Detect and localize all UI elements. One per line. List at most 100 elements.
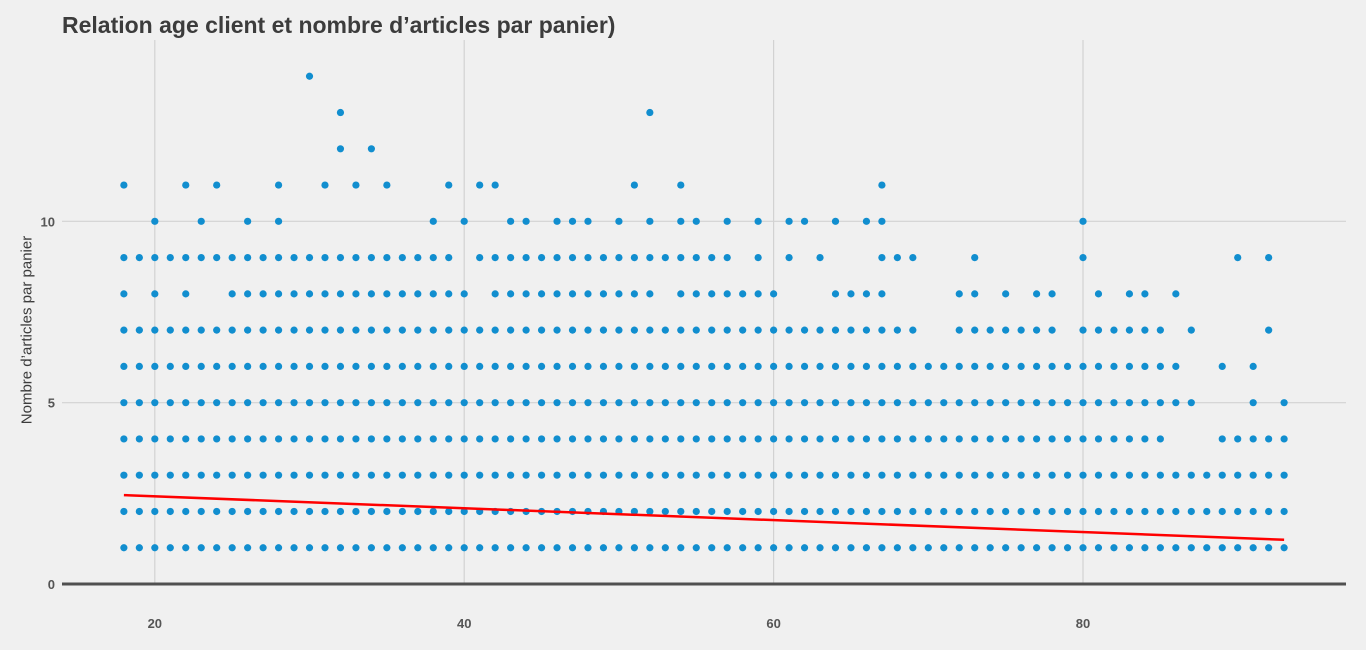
data-point xyxy=(321,507,329,516)
data-point xyxy=(800,544,809,552)
data-point xyxy=(893,435,901,443)
data-point xyxy=(723,362,731,370)
data-point xyxy=(785,362,793,370)
data-point xyxy=(259,507,267,516)
data-point xyxy=(429,471,437,479)
data-point xyxy=(971,471,979,479)
grid-lines xyxy=(62,40,1346,584)
data-point xyxy=(414,435,422,443)
data-point xyxy=(1002,507,1010,516)
data-point xyxy=(1265,507,1273,516)
data-point xyxy=(213,326,221,334)
data-point xyxy=(274,326,283,334)
data-point xyxy=(615,435,623,443)
data-point xyxy=(568,254,577,262)
data-point xyxy=(893,544,901,552)
data-point xyxy=(244,544,252,552)
data-point xyxy=(568,435,577,443)
data-point xyxy=(831,544,840,552)
data-point xyxy=(831,507,840,516)
data-point xyxy=(367,544,375,552)
data-point xyxy=(677,217,685,225)
data-point xyxy=(383,544,391,552)
data-point xyxy=(1218,544,1226,552)
data-point xyxy=(213,507,221,516)
data-point xyxy=(661,254,669,262)
data-point xyxy=(120,435,128,443)
data-point xyxy=(847,399,855,407)
data-point xyxy=(739,326,747,334)
data-point xyxy=(754,507,762,516)
data-point xyxy=(1156,326,1164,334)
data-point xyxy=(800,507,809,516)
data-point xyxy=(274,507,283,516)
data-point xyxy=(615,362,623,370)
data-point xyxy=(1048,362,1056,370)
data-point xyxy=(1265,471,1273,479)
data-point xyxy=(785,217,793,225)
data-point xyxy=(708,290,716,298)
data-point xyxy=(1017,507,1025,516)
data-point xyxy=(770,399,778,407)
data-point xyxy=(367,399,375,407)
data-point xyxy=(646,507,654,516)
data-point xyxy=(305,362,314,370)
data-point xyxy=(197,544,205,552)
data-point xyxy=(708,362,716,370)
data-point xyxy=(151,326,159,334)
data-point xyxy=(151,217,159,225)
data-point xyxy=(615,290,623,298)
data-point xyxy=(847,544,855,552)
data-point xyxy=(831,217,840,225)
data-point xyxy=(367,435,375,443)
data-point xyxy=(816,507,824,516)
data-point xyxy=(537,290,546,298)
data-point xyxy=(692,290,700,298)
data-point xyxy=(1265,544,1273,552)
data-point xyxy=(1172,362,1180,370)
data-point xyxy=(445,181,453,189)
data-point xyxy=(862,399,871,407)
data-point xyxy=(878,362,886,370)
data-point xyxy=(1125,399,1134,407)
data-point xyxy=(1033,362,1041,370)
data-point xyxy=(305,435,314,443)
data-point xyxy=(1125,435,1134,443)
data-point xyxy=(955,290,963,298)
data-point xyxy=(1156,507,1164,516)
data-point xyxy=(955,399,963,407)
data-point xyxy=(429,217,437,225)
data-point xyxy=(244,435,252,443)
data-point xyxy=(553,254,561,262)
data-point xyxy=(352,471,360,479)
data-point xyxy=(770,362,778,370)
data-point xyxy=(646,290,654,298)
data-point xyxy=(507,435,515,443)
data-point xyxy=(770,326,778,334)
data-point xyxy=(568,362,577,370)
data-point xyxy=(692,544,700,552)
data-point xyxy=(166,399,174,407)
data-point xyxy=(491,254,499,262)
data-point xyxy=(244,254,252,262)
data-point xyxy=(305,471,314,479)
data-point xyxy=(661,399,669,407)
data-point xyxy=(723,507,731,516)
data-point xyxy=(1218,507,1226,516)
data-point xyxy=(1048,471,1056,479)
data-point xyxy=(862,326,871,334)
data-point xyxy=(1141,326,1149,334)
data-point xyxy=(1187,326,1195,334)
data-point xyxy=(831,435,840,443)
data-point xyxy=(1265,435,1273,443)
data-point xyxy=(135,544,143,552)
data-point xyxy=(1156,399,1164,407)
data-point xyxy=(1079,362,1087,370)
data-point xyxy=(290,362,298,370)
data-point xyxy=(522,290,530,298)
data-point xyxy=(878,181,886,189)
data-point xyxy=(274,217,283,225)
data-point xyxy=(909,435,917,443)
data-point xyxy=(924,507,932,516)
data-point xyxy=(228,471,236,479)
